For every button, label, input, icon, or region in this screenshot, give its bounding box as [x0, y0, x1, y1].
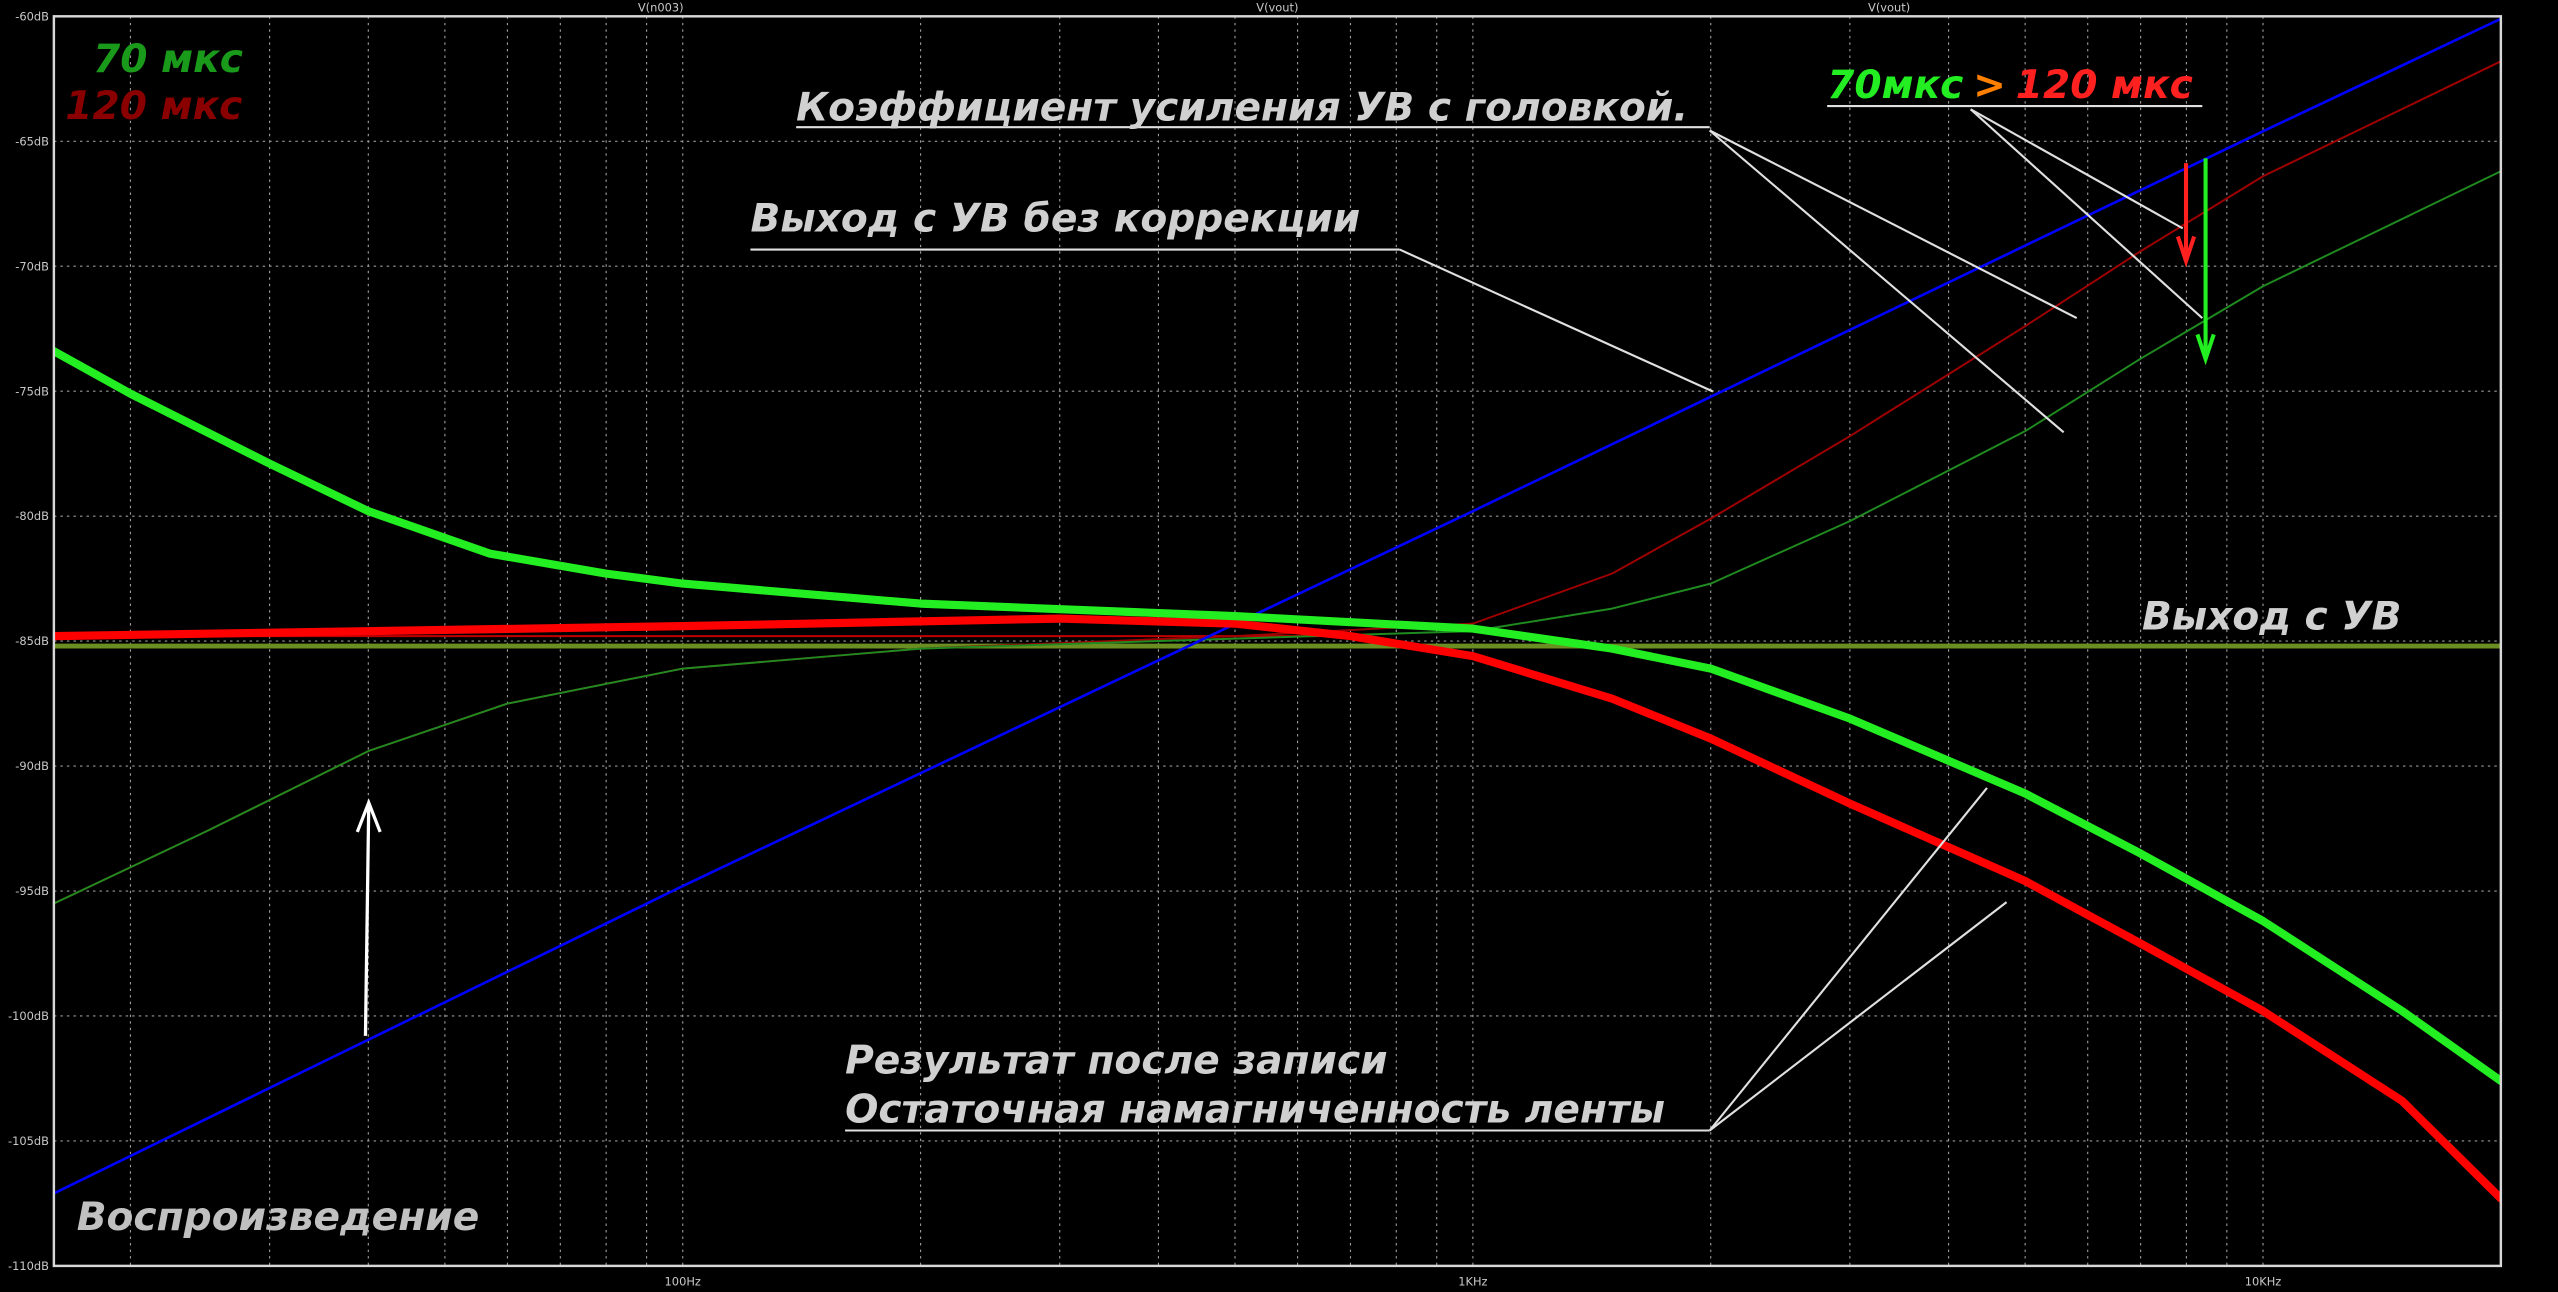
annotations: 70 мкс 120 мкс Коэффициент усиления УВ с…: [65, 37, 2401, 1240]
arrow: [363, 805, 371, 1036]
annotation: 70 мкс: [93, 37, 243, 82]
annotation-part: 120 мкс: [2016, 63, 2193, 108]
series-line: [53, 614, 2501, 1203]
y-tick-label: -95dB: [15, 884, 49, 898]
y-tick-label: -75dB: [15, 384, 49, 398]
y-tick-label: -60dB: [15, 9, 49, 23]
series-line: [53, 17, 2501, 1195]
annotation: Выход с УВ: [2142, 595, 2401, 640]
y-tick-label: -105dB: [8, 1134, 49, 1148]
leader-line: [1970, 108, 2184, 230]
y-tick-label: -80dB: [15, 509, 49, 523]
leader-line: [1709, 129, 2078, 320]
annotation: Воспроизведение: [77, 1195, 480, 1240]
y-tick-label: -110dB: [8, 1259, 49, 1273]
annotation: 120 мкс: [65, 84, 242, 129]
y-tick-label: -85dB: [15, 634, 49, 648]
plot-frame: [52, 15, 2503, 1268]
plot-area: [53, 17, 2501, 1203]
annotation: 70мкс >120 мкс: [1827, 63, 2193, 108]
leader-line: [1399, 248, 1714, 393]
annotation: Выход с УВ без коррекции: [750, 197, 1360, 242]
y-tick-label: -70dB: [15, 259, 49, 273]
annotation-part: 70мкс: [1827, 63, 1963, 108]
arrowhead: [2195, 333, 2216, 366]
leader-line: [1708, 787, 1988, 1132]
x-tick-label: 1KHz: [1458, 1274, 1487, 1288]
x-tick-label: 100Hz: [665, 1274, 701, 1288]
annotation: Результат после записи: [845, 1038, 1388, 1083]
trace-label: V(n003): [638, 0, 684, 14]
leader-line: [1708, 129, 2065, 434]
trace-label: V(vout): [1256, 0, 1298, 14]
y-tick-label: -65dB: [15, 134, 49, 148]
annotation: Остаточная намагниченность ленты: [845, 1087, 1665, 1132]
y-tick-label: -100dB: [8, 1009, 49, 1023]
trace-label: V(vout): [1868, 0, 1910, 14]
y-tick-label: -90dB: [15, 759, 49, 773]
leader-line: [1969, 108, 2204, 319]
leader-line: [1709, 901, 2008, 1132]
series-line: [53, 347, 2501, 1086]
arrowhead: [2175, 235, 2197, 268]
annotation: Коэффициент усиления УВ с головкой.: [796, 86, 1688, 131]
annotation-part: >: [1973, 63, 2006, 108]
x-tick-label: 10KHz: [2245, 1274, 2282, 1288]
arrowhead: [355, 798, 382, 833]
